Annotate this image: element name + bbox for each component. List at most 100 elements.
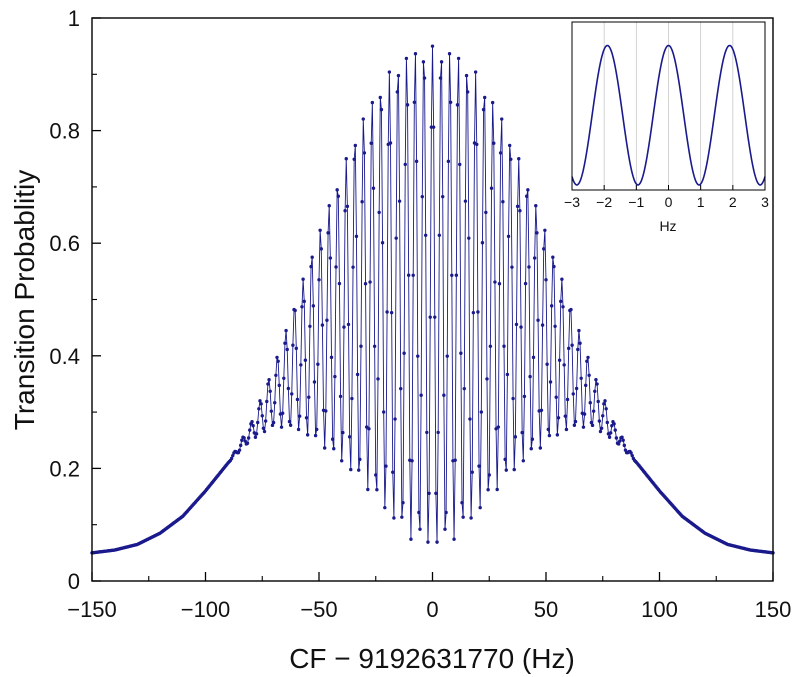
data-point [361, 117, 365, 121]
data-point [493, 280, 497, 284]
data-point [246, 436, 251, 440]
data-point [332, 447, 336, 451]
data-point [486, 488, 490, 492]
data-point [538, 446, 543, 450]
data-point [461, 515, 465, 519]
data-point [572, 423, 577, 427]
x-tick-label: −150 [67, 597, 117, 622]
data-point [271, 420, 276, 425]
data-point [484, 210, 488, 215]
data-point [395, 90, 400, 94]
data-point [612, 422, 616, 426]
x-tick-label: 50 [534, 597, 558, 622]
data-point [447, 52, 452, 56]
data-point [400, 515, 404, 519]
data-point [263, 419, 268, 423]
data-point [265, 399, 269, 404]
data-point [514, 322, 519, 327]
data-point [489, 186, 494, 190]
data-point [501, 200, 505, 204]
data-point [418, 527, 422, 531]
x-tick-label: 150 [755, 597, 792, 622]
data-point [412, 100, 417, 104]
data-point [419, 393, 423, 397]
data-point [530, 437, 535, 441]
data-point [284, 328, 288, 333]
data-point [251, 423, 255, 428]
data-point [468, 417, 472, 421]
data-point [445, 354, 449, 358]
inset-series [571, 44, 766, 186]
data-point [324, 409, 328, 413]
data-point [385, 310, 389, 314]
data-point [397, 199, 402, 203]
data-point [350, 396, 354, 401]
data-point [564, 427, 569, 432]
data-point [312, 380, 317, 384]
data-point [319, 247, 323, 251]
data-point [622, 443, 627, 448]
data-point [367, 427, 371, 431]
data-point [250, 419, 254, 424]
data-point [479, 410, 484, 414]
data-point [497, 282, 502, 286]
data-point [243, 439, 247, 443]
data-point [287, 419, 292, 424]
data-point [268, 389, 272, 393]
data-point [574, 386, 579, 391]
main-series-markers [90, 44, 775, 555]
data-point [328, 256, 333, 260]
main-x-axis-title: CF − 9192631770 (Hz) [289, 643, 575, 674]
data-point [488, 344, 493, 349]
inset-x-axis-title: Hz [659, 218, 676, 234]
data-point [496, 425, 501, 429]
data-point [276, 359, 280, 363]
data-point [602, 402, 606, 406]
data-point [517, 157, 521, 161]
data-point [366, 487, 370, 492]
data-point [597, 419, 602, 423]
data-point [504, 468, 508, 472]
data-point [453, 458, 457, 462]
data-point [431, 125, 436, 129]
data-point [283, 341, 287, 345]
data-point [376, 377, 380, 381]
data-point [355, 372, 360, 377]
data-point [301, 277, 305, 281]
data-point [363, 282, 368, 286]
data-point [525, 194, 529, 198]
data-point [595, 382, 599, 386]
data-point [578, 341, 582, 345]
data-point [240, 438, 244, 442]
data-point [413, 52, 418, 56]
data-point [303, 358, 308, 362]
data-point [490, 100, 495, 105]
data-point [391, 470, 395, 474]
data-point [309, 264, 313, 269]
data-point [286, 386, 291, 391]
data-point [242, 436, 246, 440]
data-point [310, 255, 314, 259]
data-point [298, 414, 302, 418]
data-point [229, 456, 234, 461]
data-point [443, 527, 447, 531]
data-point [311, 304, 316, 308]
data-point [377, 210, 381, 215]
data-point [561, 305, 565, 309]
data-point [267, 377, 271, 382]
data-point [414, 159, 419, 164]
data-point [322, 446, 327, 450]
data-point [270, 423, 275, 428]
data-point [360, 200, 364, 204]
data-point [476, 310, 480, 314]
data-point [381, 410, 386, 414]
data-point [405, 103, 410, 107]
data-point [464, 73, 469, 78]
data-point [521, 459, 525, 463]
data-point [567, 346, 571, 351]
inset-x-tick-label: −2 [596, 194, 612, 210]
data-point [410, 459, 414, 463]
data-point [285, 347, 289, 352]
data-point [262, 429, 267, 434]
data-point [556, 416, 561, 420]
